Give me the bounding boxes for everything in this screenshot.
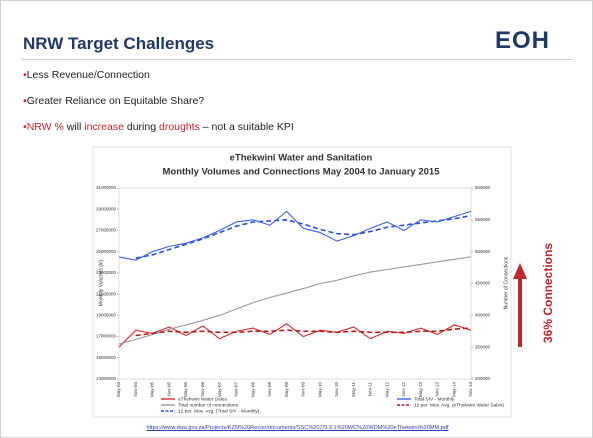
legend-label: eThekwini Water Sales bbox=[178, 396, 227, 402]
legend-label: 12 per. Mov. Avg. (Total SIV - Monthly) bbox=[178, 408, 260, 414]
y2-tick-label: 300000 bbox=[475, 376, 491, 381]
x-tick-label: Nov-04 bbox=[133, 382, 138, 397]
x-tick-label: May-13 bbox=[418, 382, 423, 398]
x-tick-label: May-12 bbox=[384, 382, 389, 398]
x-tick-label: May-04 bbox=[116, 382, 121, 398]
y-tick-label: 21000000 bbox=[96, 291, 117, 296]
series-line bbox=[118, 256, 472, 345]
x-tick-label: Nov-13 bbox=[435, 382, 440, 397]
bullet-text: droughts bbox=[158, 121, 200, 133]
x-tick-label: Nov-12 bbox=[401, 382, 406, 397]
chart-subtitle: Monthly Volumes and Connections May 2004… bbox=[163, 167, 441, 178]
x-tick-label: Nov-11 bbox=[368, 382, 373, 397]
y-tick-label: 23000000 bbox=[96, 270, 117, 275]
x-tick-label: May-08 bbox=[250, 382, 255, 398]
y-tick-label: 13000000 bbox=[96, 376, 117, 381]
bullet: •Greater Reliance on Equitable Share? bbox=[23, 95, 204, 107]
x-tick-label: Nov-06 bbox=[200, 382, 205, 397]
annotation: 36% Connections bbox=[541, 243, 555, 343]
x-tick-label: Nov-10 bbox=[334, 382, 339, 397]
x-tick-label: May-06 bbox=[183, 382, 188, 398]
logo: EOH bbox=[495, 27, 551, 54]
y2-tick-label: 350000 bbox=[475, 344, 491, 349]
bullet-dot: • bbox=[23, 69, 27, 81]
y-tick-label: 27000000 bbox=[96, 228, 117, 233]
chart-frame bbox=[92, 146, 512, 418]
bullet-dot: • bbox=[23, 95, 27, 107]
x-tick-label: May-10 bbox=[317, 382, 322, 398]
y-tick-label: 17000000 bbox=[96, 334, 117, 339]
x-tick-label: May-09 bbox=[284, 382, 289, 398]
series-line bbox=[118, 210, 472, 261]
legend-label: Total number of connections bbox=[178, 402, 239, 408]
bullet-text: will bbox=[63, 121, 85, 133]
y-tick-label: 15000000 bbox=[96, 355, 117, 360]
y2-tick-label: 400000 bbox=[475, 313, 491, 318]
bullet: •Less Revenue/Connection bbox=[23, 69, 150, 81]
y-tick-label: 29000000 bbox=[96, 206, 117, 211]
bullet-text: – not a suitable KPI bbox=[199, 121, 294, 133]
y-axis-label: Monthly Volumes (kl) bbox=[98, 259, 104, 306]
x-tick-label: Nov-05 bbox=[166, 382, 171, 397]
bullet-text: NRW % bbox=[26, 121, 64, 133]
bullet-dot: • bbox=[23, 121, 27, 133]
bullet: •NRW % will increase during droughts – n… bbox=[23, 121, 294, 133]
y-tick-label: 25000000 bbox=[96, 249, 117, 254]
title-rule bbox=[21, 59, 573, 60]
bullet-text: during bbox=[123, 121, 159, 133]
y2-tick-label: 550000 bbox=[475, 217, 491, 222]
legend-label: Total SIV - Monthly bbox=[414, 396, 455, 402]
x-tick-label: Nov-08 bbox=[267, 382, 272, 397]
legend-label: 12 per. Mov. Avg. (eThekwini Water Sales… bbox=[414, 402, 504, 408]
source: https://www.dwa.gov.za/Projects/KZN%20Re… bbox=[1, 425, 592, 431]
series-line bbox=[135, 327, 472, 337]
y-tick-label: 19000000 bbox=[96, 313, 117, 318]
y2-axis-label: Number of Connections bbox=[503, 256, 509, 309]
y-tick-label: 31000000 bbox=[96, 185, 117, 190]
x-tick-label: May-14 bbox=[451, 382, 456, 398]
y2-tick-label: 600000 bbox=[475, 185, 491, 190]
x-tick-label: Nov-14 bbox=[468, 382, 473, 397]
x-tick-label: Nov-09 bbox=[301, 382, 306, 397]
x-tick-label: Nov-07 bbox=[234, 382, 239, 397]
slide-title: NRW Target Challenges bbox=[23, 34, 215, 53]
x-tick-label: May-11 bbox=[351, 382, 356, 397]
chart-title: eThekwini Water and Sanitation bbox=[230, 153, 373, 164]
annotation-arrow-head bbox=[513, 263, 527, 279]
bullet-text: increase bbox=[84, 121, 124, 133]
x-tick-label: May-07 bbox=[217, 382, 222, 398]
y2-tick-label: 450000 bbox=[475, 281, 491, 286]
y2-tick-label: 500000 bbox=[475, 249, 491, 254]
source-link[interactable]: https://www.dwa.gov.za/Projects/KZN%20Re… bbox=[146, 425, 449, 431]
bullet-text: Greater Reliance on Equitable Share? bbox=[26, 95, 205, 107]
bullet-text: Less Revenue/Connection bbox=[26, 69, 150, 81]
x-tick-label: May-05 bbox=[150, 382, 155, 398]
